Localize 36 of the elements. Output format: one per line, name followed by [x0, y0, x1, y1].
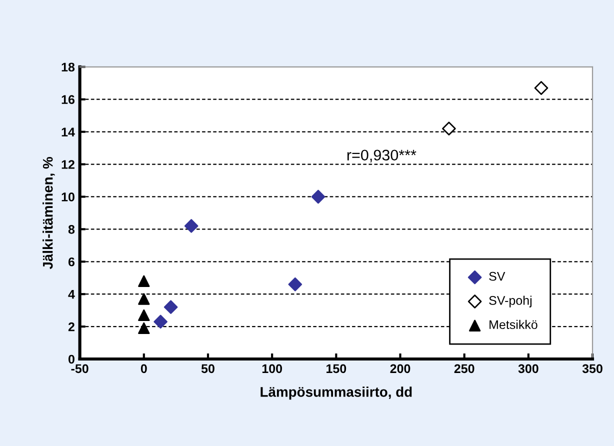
y-tick-label: 6: [68, 257, 75, 266]
x-tick-label: 300: [518, 364, 538, 374]
x-tick-label: -50: [71, 364, 88, 374]
legend-label: SV-pohj: [489, 296, 532, 308]
y-axis-title: Jälki-itäminen, %: [42, 156, 55, 270]
x-tick-label: 0: [140, 364, 147, 374]
point: [311, 190, 326, 204]
y-tick-label: 10: [62, 192, 74, 202]
x-tick-label: 50: [201, 364, 214, 374]
point: [154, 314, 168, 329]
x-tick-label: 250: [454, 364, 474, 374]
x-tick-label: 150: [326, 364, 346, 374]
point: [138, 309, 150, 322]
point: [138, 322, 150, 334]
y-tick-label: 4: [68, 290, 75, 299]
point: [164, 300, 178, 314]
point: [138, 275, 150, 287]
point: [442, 122, 456, 136]
y-tick-label: 0: [68, 354, 74, 364]
y-tick-label: 18: [62, 62, 75, 72]
y-tick-label: 14: [62, 128, 75, 136]
point: [138, 293, 150, 305]
y-tick-label: 16: [62, 95, 75, 104]
point: [184, 219, 198, 233]
x-axis-title: Lämpösummasiirto, dd: [260, 386, 412, 400]
x-tick-label: 200: [390, 364, 410, 374]
y-tick-label: 8: [68, 224, 75, 234]
legend-label: SV: [489, 272, 506, 281]
point: [288, 277, 302, 292]
x-tick-label: 100: [262, 364, 282, 374]
x-tick-label: 350: [582, 364, 602, 374]
point: [534, 81, 548, 95]
legend-label: Metsikkö: [490, 320, 538, 330]
y-tick-label: 12: [62, 160, 74, 169]
annotation: r=0,930***: [347, 150, 416, 162]
y-tick-label: 2: [68, 322, 74, 332]
